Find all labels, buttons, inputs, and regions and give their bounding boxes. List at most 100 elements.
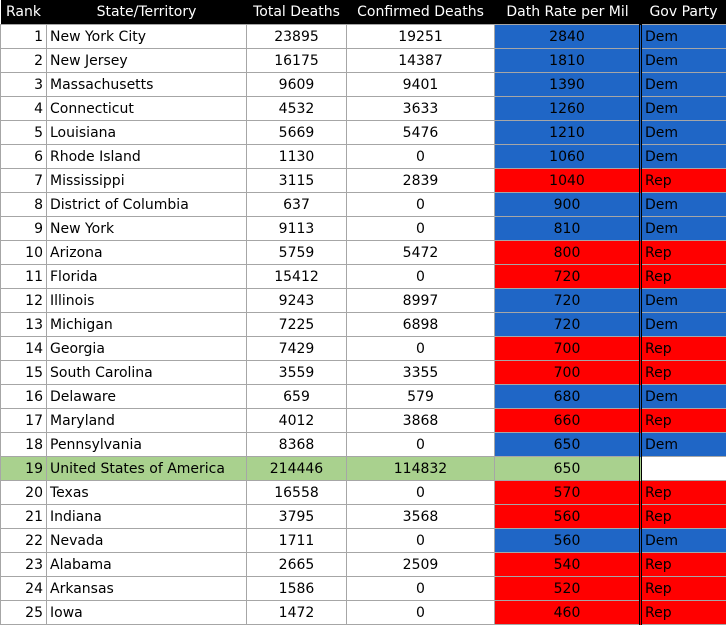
gov-party-cell: Dem — [641, 313, 726, 337]
confirmed-deaths-cell: 2509 — [347, 553, 495, 577]
death-rate-cell: 540 — [495, 553, 641, 577]
rank-cell: 19 — [1, 457, 47, 481]
confirmed-deaths-cell: 0 — [347, 193, 495, 217]
confirmed-deaths-cell: 0 — [347, 265, 495, 289]
total-deaths-cell: 1711 — [247, 529, 347, 553]
total-deaths-cell: 3559 — [247, 361, 347, 385]
death-rate-cell: 700 — [495, 337, 641, 361]
gov-party-cell: Rep — [641, 481, 726, 505]
rank-cell: 10 — [1, 241, 47, 265]
total-deaths-cell: 15412 — [247, 265, 347, 289]
confirmed-deaths-cell: 3868 — [347, 409, 495, 433]
rank-cell: 15 — [1, 361, 47, 385]
rank-cell: 25 — [1, 601, 47, 625]
total-deaths-cell: 5759 — [247, 241, 347, 265]
rank-cell: 3 — [1, 73, 47, 97]
state-cell: Georgia — [47, 337, 247, 361]
total-deaths-cell: 4532 — [247, 97, 347, 121]
death-rate-cell: 520 — [495, 577, 641, 601]
total-deaths-cell: 637 — [247, 193, 347, 217]
state-cell: Michigan — [47, 313, 247, 337]
state-cell: Pennsylvania — [47, 433, 247, 457]
death-rate-cell: 650 — [495, 433, 641, 457]
confirmed-deaths-cell: 3633 — [347, 97, 495, 121]
death-rate-cell: 1390 — [495, 73, 641, 97]
state-cell: Rhode Island — [47, 145, 247, 169]
gov-party-cell: Dem — [641, 49, 726, 73]
rank-cell: 21 — [1, 505, 47, 529]
confirmed-deaths-cell: 9401 — [347, 73, 495, 97]
death-rate-cell: 810 — [495, 217, 641, 241]
gov-party-cell: Rep — [641, 601, 726, 625]
total-deaths-cell: 4012 — [247, 409, 347, 433]
state-cell: United States of America — [47, 457, 247, 481]
total-deaths-cell: 7429 — [247, 337, 347, 361]
death-rate-cell: 900 — [495, 193, 641, 217]
rank-cell: 23 — [1, 553, 47, 577]
rank-cell: 22 — [1, 529, 47, 553]
state-cell: Mississippi — [47, 169, 247, 193]
total-deaths-cell: 9609 — [247, 73, 347, 97]
state-cell: Arizona — [47, 241, 247, 265]
death-rate-cell: 800 — [495, 241, 641, 265]
death-rate-cell: 720 — [495, 289, 641, 313]
death-rate-cell: 650 — [495, 457, 641, 481]
death-rate-cell: 700 — [495, 361, 641, 385]
total-deaths-cell: 3115 — [247, 169, 347, 193]
confirmed-deaths-cell: 0 — [347, 577, 495, 601]
total-deaths-cell: 214446 — [247, 457, 347, 481]
state-cell: Illinois — [47, 289, 247, 313]
death-rate-cell: 570 — [495, 481, 641, 505]
death-rate-cell: 720 — [495, 265, 641, 289]
header-gov-party: Gov Party — [641, 0, 726, 25]
header-confirmed-deaths: Confirmed Deaths — [347, 0, 495, 25]
rank-cell: 4 — [1, 97, 47, 121]
gov-party-cell: Rep — [641, 169, 726, 193]
gov-party-cell: Rep — [641, 553, 726, 577]
gov-party-cell: Rep — [641, 409, 726, 433]
state-cell: New Jersey — [47, 49, 247, 73]
death-rate-cell: 1210 — [495, 121, 641, 145]
death-rate-cell: 1040 — [495, 169, 641, 193]
rank-cell: 17 — [1, 409, 47, 433]
confirmed-deaths-cell: 579 — [347, 385, 495, 409]
confirmed-deaths-cell: 0 — [347, 481, 495, 505]
rank-cell: 11 — [1, 265, 47, 289]
gov-party-cell: Dem — [641, 193, 726, 217]
total-deaths-cell: 2665 — [247, 553, 347, 577]
confirmed-deaths-cell: 5476 — [347, 121, 495, 145]
death-rate-cell: 460 — [495, 601, 641, 625]
death-rate-cell: 560 — [495, 505, 641, 529]
death-rate-cell: 1060 — [495, 145, 641, 169]
rank-cell: 14 — [1, 337, 47, 361]
total-deaths-cell: 659 — [247, 385, 347, 409]
gov-party-cell: Dem — [641, 145, 726, 169]
gov-party-cell: Dem — [641, 25, 726, 49]
confirmed-deaths-cell: 0 — [347, 601, 495, 625]
gov-party-cell: Dem — [641, 529, 726, 553]
total-deaths-cell: 9243 — [247, 289, 347, 313]
header-rank: Rank — [1, 0, 47, 25]
total-deaths-cell: 23895 — [247, 25, 347, 49]
confirmed-deaths-cell: 0 — [347, 433, 495, 457]
state-cell: Iowa — [47, 601, 247, 625]
state-cell: Connecticut — [47, 97, 247, 121]
state-cell: Arkansas — [47, 577, 247, 601]
rank-cell: 20 — [1, 481, 47, 505]
rank-cell: 13 — [1, 313, 47, 337]
gov-party-cell: Rep — [641, 361, 726, 385]
